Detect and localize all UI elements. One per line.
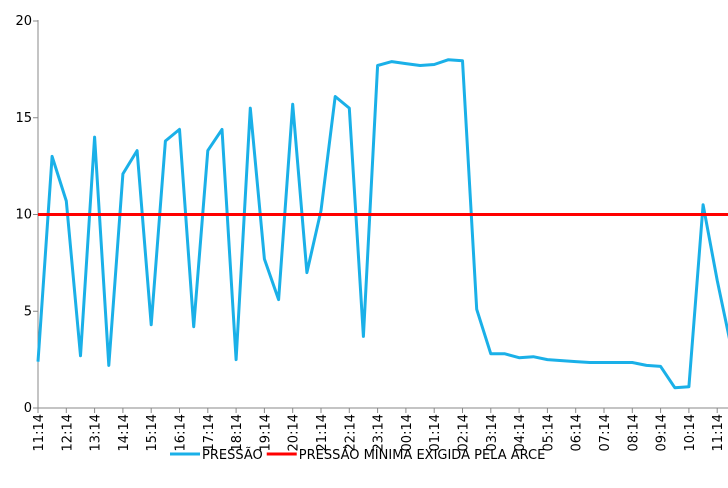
x-tick-label: 19:14 <box>258 414 273 451</box>
data-point <box>646 364 647 366</box>
data-point <box>716 279 718 281</box>
y-tick-label: 5 <box>24 304 32 319</box>
data-point <box>589 362 591 363</box>
data-point <box>150 324 152 326</box>
x-tick-label: 05:14 <box>541 414 556 451</box>
data-point <box>532 356 534 358</box>
data-point <box>405 63 407 65</box>
data-point <box>221 128 223 130</box>
data-point <box>702 204 704 206</box>
x-tick-label: 21:14 <box>315 414 330 451</box>
data-point <box>504 353 506 355</box>
data-point <box>65 200 67 202</box>
data-point <box>546 359 548 361</box>
y-tick-label: 0 <box>24 401 32 416</box>
data-point <box>179 128 180 130</box>
x-tick-label: 14:14 <box>117 414 132 451</box>
x-tick-label: 16:14 <box>174 414 189 451</box>
x-tick-label: 15:14 <box>145 414 160 451</box>
x-axis: 11:14 12:14 13:14 14:14 15:14 16:14 17:14 18:14… <box>32 407 728 451</box>
data-point <box>278 299 280 301</box>
data-point <box>462 60 463 62</box>
x-tick-label: 09:14 <box>655 414 670 451</box>
data-point <box>51 155 53 157</box>
data-point <box>476 308 478 310</box>
data-point <box>136 150 138 152</box>
data-point <box>433 64 435 65</box>
x-tick-label: 22:14 <box>343 414 358 451</box>
data-point <box>362 335 364 337</box>
data-point <box>320 210 322 212</box>
series-layer <box>36 58 728 390</box>
data-point <box>561 360 563 362</box>
data-point <box>164 140 166 142</box>
y-tick-label: 10 <box>15 208 32 223</box>
x-tick-label: 07:14 <box>598 414 613 451</box>
x-tick-label: 10:14 <box>683 414 698 451</box>
x-tick-label: 06:14 <box>570 414 585 451</box>
data-point <box>193 326 195 328</box>
x-tick-label: 02:14 <box>457 414 472 451</box>
data-point <box>334 96 336 97</box>
data-point <box>631 362 633 363</box>
data-point <box>674 387 676 389</box>
data-point <box>660 365 662 367</box>
data-point <box>94 136 96 138</box>
x-tick-label: 20:14 <box>287 414 302 451</box>
legend-label: PRESSÃO <box>202 447 263 463</box>
data-point <box>80 355 81 357</box>
data-point <box>377 65 379 66</box>
x-tick-label: 12:14 <box>60 414 75 451</box>
data-point <box>235 359 237 361</box>
series-line-pressao <box>36 58 728 390</box>
data-point <box>292 103 294 105</box>
legend-label: PRESSÃO MÍNIMA EXIGIDA PELA ARCE <box>299 447 546 463</box>
x-tick-label: 00:14 <box>400 414 415 451</box>
data-point <box>518 357 520 359</box>
data-point <box>419 65 421 66</box>
x-tick-label: 13:14 <box>89 414 104 451</box>
data-point <box>348 107 350 109</box>
y-axis: 0 5 10 15 20 <box>15 14 39 416</box>
data-point <box>108 364 110 366</box>
data-point <box>617 362 619 363</box>
x-tick-label: 17:14 <box>202 414 217 451</box>
x-tick-label: 18:14 <box>230 414 245 451</box>
data-point <box>263 258 265 260</box>
legend: PRESSÃO PRESSÃO MÍNIMA EXIGIDA PELA ARCE <box>170 447 545 463</box>
data-point <box>391 61 393 63</box>
data-point <box>207 150 209 152</box>
data-point <box>37 361 39 363</box>
x-tick-label: 08:14 <box>626 414 641 451</box>
x-tick-label: 23:14 <box>372 414 387 451</box>
x-tick-label: 11:14 <box>32 414 47 451</box>
x-tick-label: 03:14 <box>485 414 500 451</box>
data-point <box>306 272 308 274</box>
x-tick-label: 04:14 <box>513 414 528 451</box>
data-point <box>688 386 690 388</box>
data-point <box>249 107 251 109</box>
y-tick-label: 20 <box>15 14 32 29</box>
data-point <box>122 173 124 175</box>
x-tick-label: 01:14 <box>428 414 443 451</box>
data-point <box>490 353 492 355</box>
y-tick-label: 15 <box>15 111 32 126</box>
x-tick-label: 11:14 <box>711 414 726 451</box>
data-point <box>447 59 449 61</box>
data-point <box>575 361 577 363</box>
data-point <box>603 362 605 363</box>
